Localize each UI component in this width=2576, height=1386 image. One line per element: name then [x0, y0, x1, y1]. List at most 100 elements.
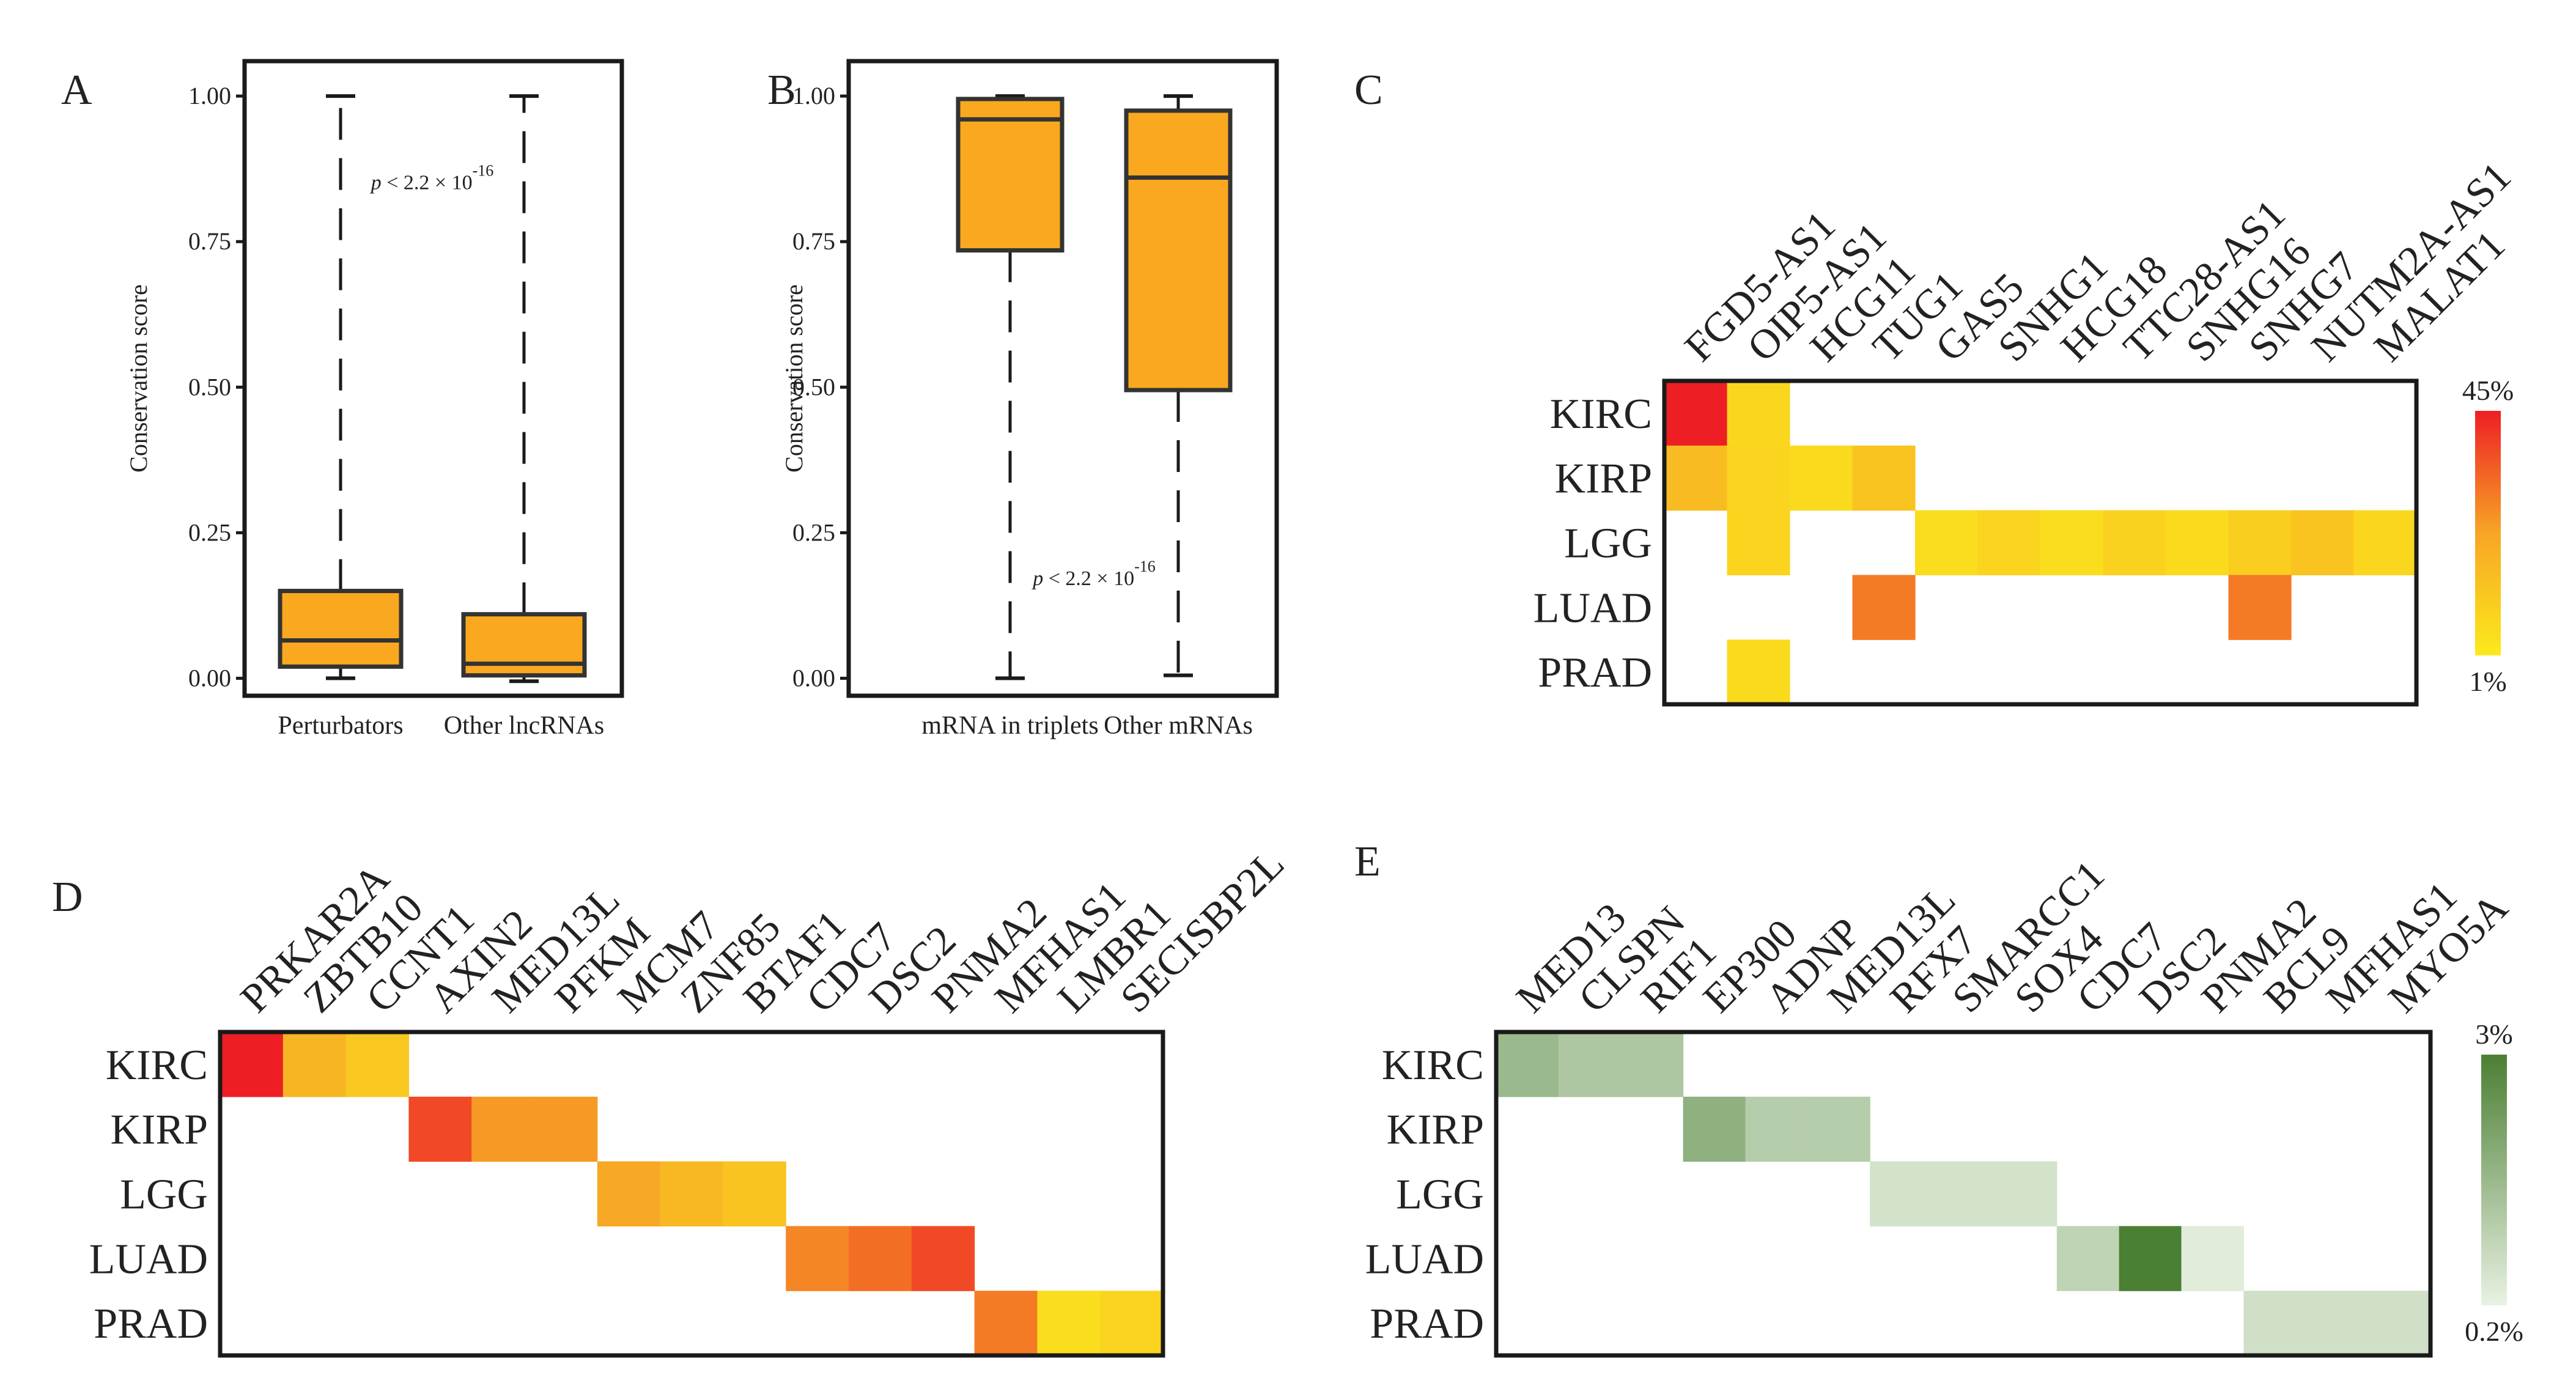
heat-cell	[471, 1096, 535, 1162]
heat-cell	[1683, 1096, 1746, 1162]
y-tick-label: 1.00	[188, 82, 231, 109]
legend-min-label: 1%	[2469, 666, 2506, 697]
heat-cell	[282, 1032, 347, 1097]
heat-cell	[1664, 381, 1728, 446]
p-value-text: < 2.2 × 10	[1043, 567, 1134, 590]
heatmap-c: KIRCKIRPLGGLUADPRADFGD5-AS1OIP5-AS1HCG11…	[1533, 153, 2520, 707]
row-label: LUAD	[1365, 1236, 1484, 1283]
panel-label-e: E	[1354, 838, 1381, 885]
row-label: PRAD	[94, 1300, 208, 1347]
heat-cell	[723, 1161, 786, 1226]
y-axis-label: Conservation score	[125, 284, 152, 473]
heat-cell	[1727, 640, 1790, 705]
heat-cell	[849, 1226, 912, 1291]
y-tick-label: 0.75	[188, 227, 231, 255]
y-tick-label: 1.00	[792, 82, 835, 109]
heat-cell	[1727, 510, 1790, 575]
row-label: KIRC	[106, 1042, 208, 1089]
heat-cell	[911, 1226, 975, 1291]
row-label: PRAD	[1370, 1300, 1484, 1347]
row-label: LUAD	[1533, 584, 1652, 632]
box-0	[278, 589, 404, 669]
heat-cell	[534, 1096, 598, 1162]
p-value-exponent: -16	[1134, 558, 1156, 575]
heat-cell	[2291, 510, 2355, 575]
heat-cell	[1620, 1032, 1684, 1097]
heat-cell	[2166, 510, 2229, 575]
heat-cell	[2119, 1226, 2182, 1291]
x-category-label: Other mRNAs	[1104, 712, 1253, 740]
box-1	[461, 612, 587, 678]
heatmap-frame	[218, 1030, 1165, 1358]
y-tick-label: 0.25	[792, 518, 835, 546]
panel-label-c: C	[1354, 67, 1383, 114]
p-symbol: p	[1032, 567, 1043, 590]
p-value-exponent: -16	[473, 162, 494, 180]
color-legend-bar	[2481, 1055, 2507, 1305]
y-tick-label: 0.00	[792, 664, 835, 691]
row-label: LUAD	[89, 1236, 208, 1283]
color-legend-bar	[2475, 411, 2501, 655]
heat-cell	[1932, 1161, 1995, 1226]
heat-cell	[2353, 510, 2417, 575]
heatmap-d: KIRCKIRPLGGLUADPRADPRKAR2AZBTB10CCNT1AXI…	[89, 840, 1293, 1358]
heat-cell	[1727, 445, 1790, 511]
p-symbol: p	[370, 172, 382, 194]
row-label: KIRP	[1387, 1107, 1484, 1154]
y-axis-label: Conservation score	[780, 284, 808, 473]
x-category-label: Perturbators	[278, 712, 403, 740]
row-label: LGG	[120, 1171, 208, 1218]
heat-cell	[1977, 510, 2041, 575]
y-tick-label: 0.50	[792, 373, 835, 400]
heat-cell	[1664, 445, 1728, 511]
heat-cell	[1870, 1161, 1933, 1226]
plot-frame	[242, 59, 624, 698]
y-tick-label: 0.00	[188, 664, 231, 691]
legend-min-label: 0.2%	[2465, 1316, 2523, 1347]
heatmap-e: KIRCKIRPLGGLUADPRADMED13CLSPNRIF1EP300AD…	[1365, 851, 2523, 1358]
p-value-annotation: p < 2.2 × 10-16	[370, 162, 494, 194]
x-category-label: Other lncRNAs	[444, 712, 604, 740]
heat-cell	[1852, 445, 1916, 511]
row-label: KIRP	[111, 1107, 208, 1154]
row-label: LGG	[1396, 1171, 1484, 1218]
y-tick-label: 0.25	[188, 518, 231, 546]
heat-cell	[2368, 1291, 2431, 1356]
legend-max-label: 3%	[2475, 1019, 2512, 1050]
x-category-label: mRNA in triplets	[921, 712, 1098, 740]
heat-cell	[345, 1032, 409, 1097]
heat-cell	[1994, 1161, 2057, 1226]
heat-cell	[1790, 445, 1853, 511]
box-1	[1124, 108, 1233, 393]
heat-cell	[1037, 1291, 1101, 1356]
heat-cell	[660, 1161, 723, 1226]
p-value-text: < 2.2 × 10	[382, 172, 473, 194]
heatmap-frame	[1494, 1030, 2433, 1358]
box-plot-a: 0.00 0.25 0.50 0.75 1.00 Conservation score Pe…	[125, 59, 624, 740]
box-plot-b: 0.00 0.25 0.50 0.75 1.00 Conservation score mR…	[780, 59, 1279, 740]
heat-cell	[2306, 1291, 2369, 1356]
heat-cell	[2056, 1226, 2120, 1291]
heat-cell	[1100, 1291, 1164, 1356]
heat-cell	[220, 1032, 284, 1097]
row-label: KIRC	[1550, 391, 1652, 438]
heat-cell	[1852, 575, 1916, 640]
heat-cell	[2181, 1226, 2244, 1291]
plot-frame	[846, 59, 1279, 698]
panel-label-b: B	[767, 67, 796, 114]
heat-cell	[1558, 1032, 1622, 1097]
p-value-annotation: p < 2.2 × 10-16	[1032, 558, 1156, 590]
row-label: LGG	[1564, 520, 1652, 567]
heat-cell	[2228, 510, 2292, 575]
heat-cell	[597, 1161, 661, 1226]
heat-cell	[786, 1226, 849, 1291]
heat-cell	[2103, 510, 2166, 575]
y-tick-label: 0.50	[188, 373, 231, 400]
heat-cell	[2040, 510, 2104, 575]
heat-cell	[408, 1096, 472, 1162]
heat-cell	[1915, 510, 1979, 575]
heat-cell	[2228, 575, 2292, 640]
heat-cell	[1727, 381, 1790, 446]
heat-cell	[2243, 1291, 2306, 1356]
